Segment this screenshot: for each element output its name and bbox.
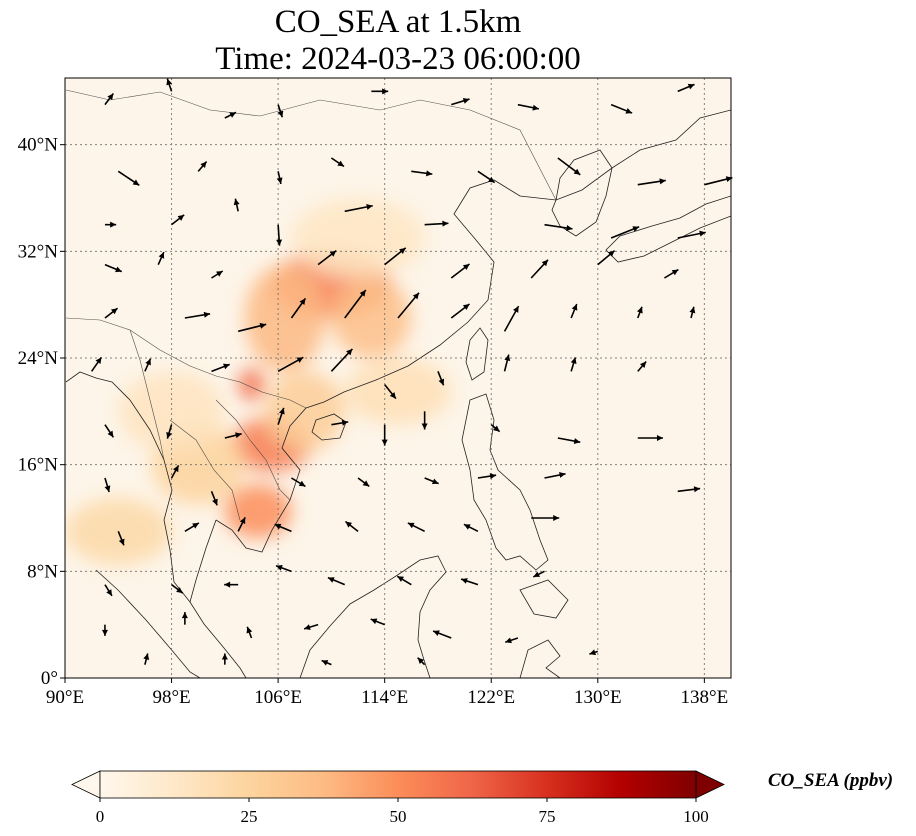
co-plume <box>345 358 452 425</box>
co-plume <box>331 278 411 358</box>
x-tick-label: 130°E <box>574 687 622 708</box>
x-tick-label: 98°E <box>152 687 190 708</box>
latitude-ticks: 0° 8°N 16°N 24°N 32°N 40°N <box>18 135 65 689</box>
colorbar-extend-max <box>696 771 724 798</box>
y-tick-label: 0° <box>41 668 58 689</box>
x-tick-label: 106°E <box>254 687 302 708</box>
y-tick-label: 16°N <box>18 455 59 476</box>
colorbar-label: CO_SEA (ppbv) <box>768 770 893 792</box>
colorbar-tick-label: 25 <box>241 807 258 826</box>
x-tick-label: 138°E <box>681 687 729 708</box>
co-plume <box>265 371 345 451</box>
y-tick-label: 32°N <box>18 241 59 262</box>
colorbar-tick-label: 100 <box>683 807 709 826</box>
y-tick-label: 8°N <box>27 561 58 582</box>
co-plume <box>245 265 325 372</box>
x-tick-label: 122°E <box>467 687 515 708</box>
y-tick-label: 40°N <box>18 135 59 156</box>
colorbar-tick-label: 50 <box>390 807 407 826</box>
colorbar-tick-label: 75 <box>539 807 556 826</box>
colorbar-gradient <box>100 771 696 798</box>
x-tick-label: 114°E <box>361 687 408 708</box>
co-plume <box>291 198 424 278</box>
x-tick-label: 90°E <box>46 687 84 708</box>
longitude-ticks: 90°E 98°E 106°E 114°E 122°E 130°E 138°E <box>46 678 728 708</box>
colorbar-extend-min <box>72 771 100 798</box>
colorbar: 0 25 50 75 100 <box>72 771 724 826</box>
co-plume <box>238 369 265 401</box>
co-plume <box>225 485 292 538</box>
y-tick-label: 24°N <box>18 348 59 369</box>
colorbar-tick-label: 0 <box>96 807 105 826</box>
